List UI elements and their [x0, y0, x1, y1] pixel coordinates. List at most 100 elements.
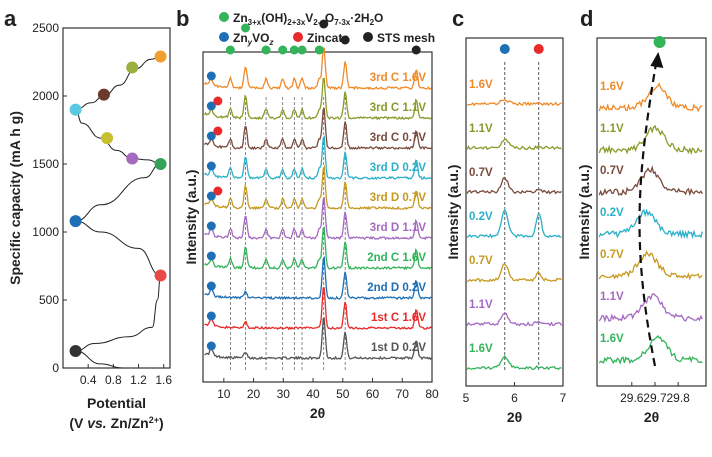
legend-znyvoz-label: ZnyVOz — [233, 31, 273, 47]
panel-c-trace-label: 1.1V — [469, 299, 493, 311]
panel-b-zvo-marker — [289, 45, 299, 55]
panel-a-plot: 0 500 1000 1500 2000 2500 0.4 0.8 1.2 1.6 Specific… — [7, 21, 172, 431]
panel-a-frame — [62, 27, 171, 369]
panel-b-xtick-label: 30 — [277, 387, 291, 401]
panel-a-marker — [69, 215, 82, 228]
panel-b: b 10 20 30 40 50 60 70 80 1st D 0.2V 1st C 1.6V 2n… — [176, 6, 439, 421]
panel-b-trace — [203, 107, 432, 151]
panel-b-trace — [204, 287, 432, 331]
legend-zvo-label: Zn3+x(OH)2+3xV2-xO7-3x·2H2O — [233, 11, 383, 27]
panel-b-zvo-marker — [225, 45, 235, 55]
panel-a-marker — [101, 132, 114, 145]
panel-a-ytick-label: 2000 — [32, 89, 59, 103]
panel-b-znyvoz-marker — [206, 191, 216, 201]
panel-a-xtick-label: 0.8 — [105, 373, 122, 387]
panel-a-marker — [154, 269, 167, 282]
panel-d-trace-label: 0.2V — [600, 207, 624, 219]
panel-b-trace-label: 2nd D 0.2V — [367, 282, 426, 294]
panel-a-xtick-label: 1.2 — [130, 373, 147, 387]
panel-b-znyvoz-marker — [206, 161, 216, 171]
panel-c: c 5 6 7 1.6V 1.1V 0.7V 0.2V 0.7V 1.1V 1.6V Intensi… — [445, 6, 567, 425]
panel-d-trace-label: 1.6V — [600, 333, 624, 345]
panel-b-znyvoz-marker — [206, 101, 216, 111]
panel-b-xtick-label: 60 — [366, 387, 380, 401]
panel-b-trace — [204, 226, 432, 271]
panel-a-ytick-label: 1000 — [32, 225, 59, 239]
legend-znyvoz-marker — [219, 32, 229, 42]
panel-a-marker — [126, 61, 139, 74]
panel-b-trace-label: 3rd D 0.7V — [370, 192, 427, 204]
panel-a: a 0 500 1000 1500 2000 2500 0.4 0.8 1.2 1.6 Specif… — [4, 6, 172, 431]
panel-a-ylabel: Specific capacity (mA h g) — [7, 111, 23, 285]
panel-a-ytick-label: 0 — [52, 361, 59, 375]
panel-d-xtick-label: 29.8 — [666, 391, 690, 405]
panel-b-xlabel: 2θ — [310, 405, 325, 421]
panel-c-trace-label: 1.6V — [469, 343, 493, 355]
panel-d-trace — [598, 250, 703, 281]
panel-c-xtick-label: 6 — [511, 391, 518, 405]
panel-b-znyvoz-marker — [206, 251, 216, 261]
panel-c-trace-label: 0.7V — [469, 255, 493, 267]
panel-d-arrow-head — [650, 52, 664, 68]
panel-a-xlabel: Potential — [87, 395, 146, 411]
panel-a-ytick-label: 500 — [39, 293, 59, 307]
panel-b-trace — [204, 164, 432, 211]
panel-b-znyvoz-marker — [206, 341, 216, 351]
panel-c-plot: 5 6 7 1.6V 1.1V 0.7V 0.2V 0.7V 1.1V 1.6V Intensity… — [445, 37, 567, 425]
panel-b-ylabel: Intensity (a.u.) — [183, 170, 199, 265]
panel-b-znyvoz-marker — [206, 221, 216, 231]
panel-a-marker — [69, 345, 82, 357]
panel-b-trace — [203, 77, 432, 121]
panel-d-trace — [598, 293, 703, 323]
panel-d-trace-label: 0.7V — [600, 249, 624, 261]
panel-b-xtick-label: 20 — [247, 387, 261, 401]
panel-b-trace — [204, 135, 432, 181]
panel-b-zvo-marker — [261, 45, 271, 55]
panel-c-znyvoz-marker — [499, 44, 510, 54]
legend-sts-label: STS mesh — [377, 31, 435, 45]
panel-d-trace — [598, 334, 703, 365]
panel-a-xtick-label: 0.4 — [80, 373, 97, 387]
panel-c-trace — [466, 263, 562, 283]
panel-a-marker — [154, 50, 167, 63]
panel-b-xtick-label: 70 — [396, 387, 410, 401]
legend-zincate-marker — [293, 32, 303, 42]
panel-b-sts-marker — [340, 35, 350, 45]
panel-b-trace — [204, 197, 432, 241]
panel-b-sts-marker — [319, 19, 329, 29]
panel-c-trace-label: 1.1V — [469, 123, 493, 135]
panel-b-trace — [203, 46, 432, 91]
panel-a-xlabel-unit: (V vs. Zn/Zn2+) — [69, 415, 163, 431]
panel-d-zvo-marker — [653, 36, 666, 48]
panel-c-ylabel: Intensity (a.u.) — [445, 165, 461, 260]
panel-d: d 29.6 29.7 29.8 1.6V 1.1V 0.7V 0.2V 0.7V 1.1V 1.… — [576, 6, 707, 425]
panel-label-a: a — [4, 6, 17, 31]
panel-b-znyvoz-marker — [206, 131, 216, 141]
panel-b-trace — [204, 317, 432, 361]
panel-b-trace-label: 2nd C 1.6V — [367, 252, 426, 264]
panel-b-trace-label: 1st D 0.2V — [371, 342, 426, 354]
panel-d-trace-label: 1.6V — [600, 81, 624, 93]
panel-a-marker — [69, 103, 82, 116]
panel-c-trace-label: 0.7V — [469, 167, 493, 179]
panel-d-xtick-label: 29.7 — [643, 391, 667, 405]
panel-b-zvo-marker — [297, 45, 307, 55]
panel-b-xtick-label: 80 — [425, 387, 439, 401]
panel-c-xtick-label: 7 — [560, 391, 567, 405]
panel-b-zvo-marker — [241, 23, 251, 33]
panel-label-b: b — [176, 6, 189, 31]
legend-zincate-label: Zincate — [307, 31, 349, 45]
panel-b-trace-label: 3rd D 0.2V — [370, 162, 427, 174]
panel-a-marker — [154, 158, 167, 170]
panel-d-trace — [598, 208, 703, 240]
panel-c-trace — [466, 208, 562, 239]
panel-b-sts-marker — [411, 45, 421, 55]
legend-sts-marker — [363, 32, 373, 42]
panel-b-znyvoz-marker — [206, 281, 216, 291]
panel-d-trace — [598, 165, 703, 197]
panel-c-xtick-label: 5 — [463, 391, 470, 405]
panel-b-trace-label: 3rd C 1.6V — [370, 72, 427, 84]
panel-d-xtick-label: 29.6 — [620, 391, 644, 405]
panel-b-znyvoz-marker — [206, 71, 216, 81]
